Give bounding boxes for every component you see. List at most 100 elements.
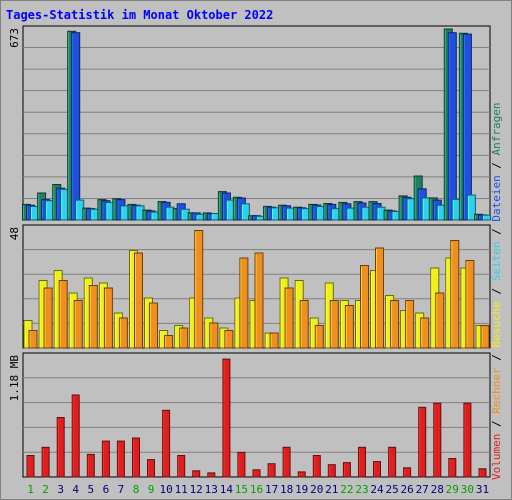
bar-rechner-day-13 [209, 322, 219, 349]
bar-rechner-day-23 [360, 265, 369, 349]
day-label-21: 21 [325, 483, 338, 496]
day-label-23: 23 [355, 483, 368, 496]
legend-item-rechner: Rechner [490, 367, 503, 414]
legend-item-seiten: Seiten [490, 242, 503, 282]
day-label-8: 8 [133, 483, 140, 496]
bar-rechner-day-5 [88, 285, 98, 349]
legend-separator: / [490, 222, 503, 242]
bar-volumen-day-15 [237, 451, 246, 478]
bar-volumen-day-23 [358, 446, 366, 478]
bar-rechner-day-29 [450, 240, 460, 349]
legend-item-dateien: Dateien [490, 175, 503, 221]
bar-volumen-day-9 [147, 459, 155, 478]
bar-rechner-day-28 [435, 292, 445, 349]
bar-seiten-day-15 [240, 203, 250, 221]
panel-frame [22, 352, 491, 478]
bar-rechner-day-20 [314, 325, 324, 349]
bar-rechner-day-21 [329, 300, 339, 349]
day-label-10: 10 [159, 483, 172, 496]
bar-rechner-day-3 [58, 280, 68, 349]
legend-item-volumen: Volumen [490, 434, 503, 480]
bar-volumen-day-6 [101, 440, 110, 478]
bar-rechner-day-12 [194, 230, 204, 349]
bar-volumen-day-14 [222, 358, 231, 478]
bar-volumen-day-8 [132, 437, 140, 478]
panel-1: 673 [8, 25, 491, 221]
bar-rechner-day-16 [254, 252, 264, 349]
bar-volumen-day-3 [56, 417, 65, 478]
bar-volumen-day-13 [207, 472, 216, 478]
legend-separator: / [490, 155, 503, 175]
bar-rechner-day-10 [164, 335, 174, 349]
panel-frame [22, 25, 491, 221]
bar-volumen-day-11 [177, 455, 186, 478]
day-label-30: 30 [461, 483, 474, 496]
bar-rechner-day-4 [73, 300, 83, 349]
bar-rechner-day-9 [149, 302, 158, 349]
legend-text: Volumen / Rechner / Besuche / Seiten / D… [490, 102, 503, 480]
legend: Volumen / Rechner / Besuche / Seiten / D… [490, 102, 503, 480]
panel-2: 48 [8, 224, 491, 349]
bar-volumen-day-22 [342, 462, 351, 478]
day-label-28: 28 [431, 483, 444, 496]
bar-rechner-day-17 [269, 332, 279, 349]
day-label-6: 6 [103, 483, 110, 496]
bar-volumen-day-28 [433, 402, 442, 478]
day-label-19: 19 [295, 483, 308, 496]
day-label-27: 27 [416, 483, 429, 496]
day-label-13: 13 [205, 483, 218, 496]
bar-rechner-day-30 [465, 260, 475, 349]
day-label-4: 4 [72, 483, 79, 496]
day-label-24: 24 [370, 483, 384, 496]
bar-rechner-day-26 [405, 300, 415, 349]
legend-item-anfragen: Anfragen [490, 102, 503, 155]
bar-rechner-day-18 [284, 287, 294, 349]
bar-rechner-day-7 [118, 317, 128, 349]
bar-volumen-day-1 [26, 455, 35, 478]
day-label-25: 25 [385, 483, 398, 496]
bar-seiten-day-31 [482, 214, 491, 221]
chart-title: Tages-Statistik im Monat Oktober 2022 [6, 8, 273, 22]
bar-rechner-day-8 [134, 252, 143, 349]
bar-volumen-day-4 [71, 394, 80, 478]
day-label-16: 16 [250, 483, 263, 496]
day-label-15: 15 [235, 483, 248, 496]
bar-rechner-day-14 [224, 330, 234, 349]
bar-rechner-day-24 [375, 247, 384, 349]
panel-1-axis-label: 673 [8, 28, 21, 48]
bar-rechner-day-15 [239, 257, 249, 349]
day-label-12: 12 [190, 483, 203, 496]
bar-rechner-day-11 [179, 327, 189, 349]
day-label-14: 14 [220, 483, 234, 496]
bar-volumen-day-30 [463, 402, 472, 478]
panel-2-axis-label: 48 [8, 227, 21, 240]
bar-rechner-day-1 [28, 330, 38, 349]
panel-3: 1.18 MB [8, 352, 491, 478]
legend-item-besuche: Besuche [490, 301, 503, 347]
day-labels: 1 2 3 4 5 6 7 8 9 10 11 12 13 14 15 16 17 18 19 20 21 22 23 24 2… [27, 483, 489, 496]
bar-rechner-day-22 [344, 305, 354, 349]
day-label-26: 26 [400, 483, 413, 496]
legend-separator: / [490, 281, 503, 301]
day-label-9: 9 [148, 483, 155, 496]
bar-volumen-day-18 [282, 446, 291, 478]
bar-volumen-day-19 [297, 471, 306, 478]
day-label-3: 3 [57, 483, 64, 496]
bar-volumen-day-5 [86, 453, 95, 478]
bar-volumen-day-21 [327, 464, 336, 478]
bar-volumen-day-16 [252, 469, 261, 478]
day-label-31: 31 [476, 483, 489, 496]
day-label-11: 11 [175, 483, 188, 496]
bar-rechner-day-27 [420, 317, 430, 349]
day-label-5: 5 [87, 483, 94, 496]
bar-seiten-day-30 [466, 194, 476, 221]
bar-volumen-day-31 [478, 468, 487, 478]
bar-rechner-day-2 [43, 287, 53, 349]
legend-separator: / [490, 348, 503, 368]
bar-volumen-day-20 [312, 455, 321, 478]
bar-volumen-day-27 [418, 406, 427, 478]
bar-volumen-day-2 [41, 446, 50, 478]
day-label-2: 2 [42, 483, 49, 496]
chart-panels: 673 48 1.18 MB [8, 25, 491, 478]
day-label-17: 17 [265, 483, 278, 496]
